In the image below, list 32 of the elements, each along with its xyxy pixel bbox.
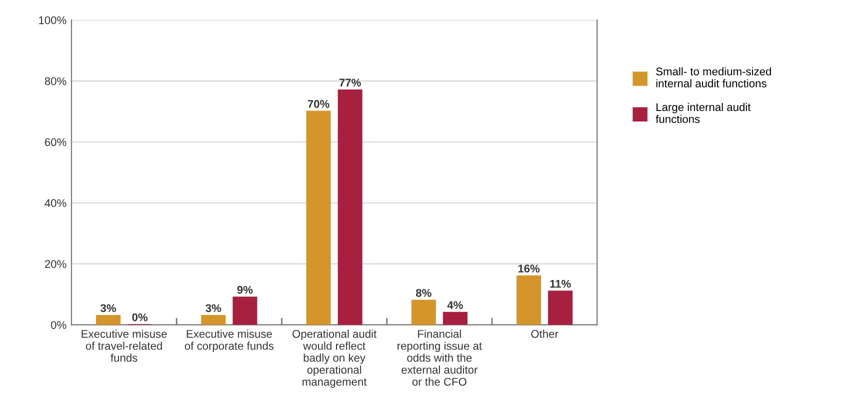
data-label: 77%: [339, 78, 361, 87]
data-label: 11%: [550, 280, 571, 288]
bar: [411, 300, 436, 325]
y-tick-label: 60%: [44, 138, 66, 146]
data-label: 16%: [518, 264, 540, 272]
data-label: 8%: [416, 288, 432, 297]
bar: [442, 312, 468, 325]
bar: [338, 89, 362, 325]
x-tick-label: Other: [531, 330, 558, 338]
y-tick-label: 80%: [44, 77, 66, 86]
data-label: 9%: [237, 286, 253, 294]
data-label: 3%: [100, 304, 116, 312]
data-label: 70%: [308, 100, 330, 108]
bar: [548, 290, 573, 325]
data-label: 3%: [206, 304, 222, 312]
legend-label: Large internal audit functions: [656, 102, 751, 124]
y-tick-label: 40%: [44, 199, 66, 208]
legend-label: Small- to medium-sized internal audit functions: [656, 67, 771, 88]
x-tick-label: Executive misuse of corporate funds: [184, 330, 274, 352]
bar: [96, 314, 121, 325]
data-label: 0%: [132, 313, 148, 322]
bar: [232, 296, 258, 325]
x-tick-label: Financial reporting issue at odds with the external auditor or the CFO: [398, 330, 482, 386]
bar: [201, 314, 226, 325]
y-tick-label: 100%: [39, 16, 66, 24]
x-tick-label: Operational audit would reflect badly on key operational management: [292, 330, 377, 388]
y-tick-label: 0%: [51, 321, 66, 329]
bar: [516, 275, 542, 325]
bar: [306, 110, 331, 325]
x-tick-label: Executive misuse of travel-related funds: [82, 330, 167, 362]
data-label: 4%: [447, 301, 463, 310]
y-tick-label: 20%: [44, 260, 66, 268]
